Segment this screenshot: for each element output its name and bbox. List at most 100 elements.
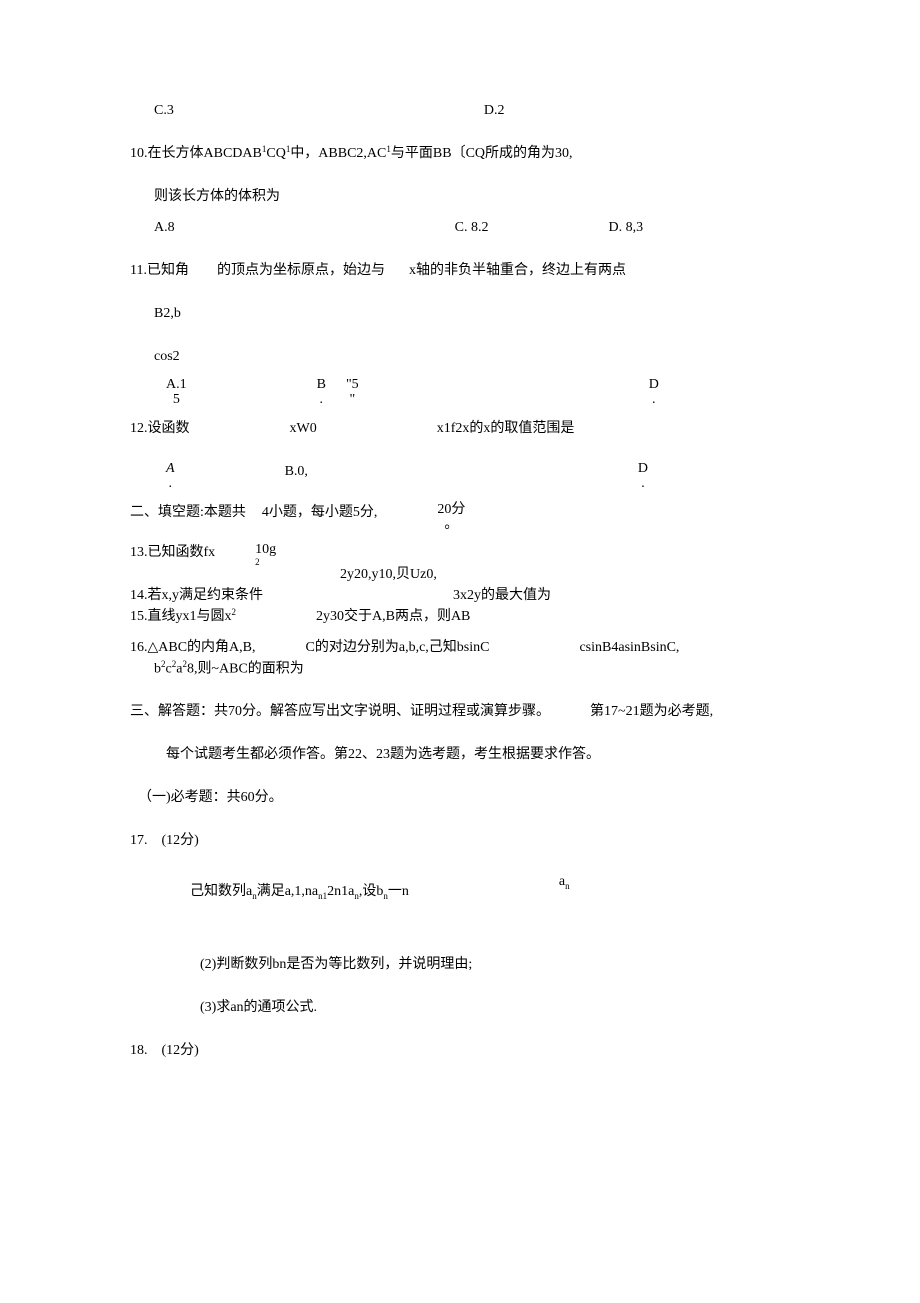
q11-options: A.1 5 B . "5 " D . bbox=[130, 377, 790, 408]
q16-num: 16. bbox=[130, 637, 148, 658]
sec2-c-bot: 。 bbox=[444, 517, 458, 532]
q11-d-dot: . bbox=[652, 392, 656, 407]
q11-num: 11. bbox=[130, 260, 147, 281]
q16-l2d: 8,则~ABC的面积为 bbox=[187, 661, 304, 676]
q16-l2a: b bbox=[154, 661, 161, 676]
q18-header: 18. (12分) bbox=[130, 1040, 790, 1061]
q12-a-dot: . bbox=[169, 476, 173, 491]
q17-body: 己知数列an满足a,1,nan12n1an,设bn一n bbox=[190, 881, 409, 903]
q10-options: A.8 C. 8.2 D. 8,3 bbox=[154, 217, 790, 238]
q12-t1a: 设函数 bbox=[148, 418, 190, 439]
q11-t1b: 的顶点为坐标原点，始边与 bbox=[217, 260, 385, 281]
q17-s2: n1 bbox=[318, 891, 327, 901]
q17-l1e: 一n bbox=[388, 884, 409, 899]
q10-num: 10. bbox=[130, 143, 148, 164]
q16-l1b: C的对边分别为a,b,c,己知bsinC bbox=[306, 637, 490, 658]
q10-line-1: 10. 在长方体ABCDAB1CQ1中，ABBC2,AC1与平面BB〔CQ所成的… bbox=[130, 143, 790, 164]
q9-opt-c: C.3 bbox=[154, 100, 174, 121]
q15-t1a: 直线yx1与圆x bbox=[148, 606, 232, 627]
q17-part-2: (2)判断数列bn是否为等比数列，并说明理由; bbox=[200, 954, 790, 975]
q15-line: 15. 直线yx1与圆x2 2y30交于A,B两点，则AB bbox=[130, 606, 790, 627]
q12-t1c: x1f2x的x的取值范围是 bbox=[437, 418, 575, 439]
q16-l1a: △ABC的内角A,B, bbox=[148, 637, 256, 658]
q12-opt-a: A . bbox=[166, 461, 175, 492]
q12-t1b: xW0 bbox=[290, 418, 317, 439]
q9-opt-d: D.2 bbox=[484, 100, 505, 121]
sec3-l1b: 第17~21题为必考题, bbox=[590, 701, 713, 722]
q12-opt-b: B.0, bbox=[285, 461, 308, 482]
q17-l1b: 满足a,1,na bbox=[257, 884, 318, 899]
q14-t1: 若x,y满足约束条件 bbox=[148, 585, 264, 606]
q13-tail: 2y20,y10,贝Uz0, bbox=[340, 564, 437, 585]
q11-opt-d: D . bbox=[649, 377, 659, 408]
q9-c-label: C. bbox=[154, 103, 167, 118]
q10-text-d: 与平面BB〔CQ所成的角为30, bbox=[391, 143, 573, 164]
q10-opt-a: A.8 bbox=[154, 217, 175, 238]
sec2-c: 20分 。 bbox=[437, 502, 465, 533]
q16-l1c: csinB4asinBsinC, bbox=[579, 637, 679, 658]
q17-header: 17. (12分) bbox=[130, 830, 790, 851]
q12-num: 12. bbox=[130, 418, 148, 439]
section-2-header: 二、填空题:本题共 4小题，每小题5分, 20分 。 bbox=[130, 502, 790, 533]
q12-a: A bbox=[166, 461, 175, 476]
q13-col2: 10g 2 bbox=[255, 542, 276, 567]
section-3-line-3: （一)必考题：共60分。 bbox=[138, 787, 790, 808]
q17-l1c: 2n1a bbox=[327, 884, 354, 899]
q12-d-dot: . bbox=[641, 476, 645, 491]
q11-bv-bot: " bbox=[349, 392, 355, 407]
q11-b-dot: . bbox=[320, 392, 324, 407]
q18-num: 18. bbox=[130, 1040, 148, 1061]
q11-bv-top: "5 bbox=[346, 377, 359, 392]
q13-c2-top: 10g bbox=[255, 542, 276, 557]
q13-num: 13. bbox=[130, 542, 148, 563]
sec2-a: 二、填空题:本题共 bbox=[130, 502, 246, 523]
q12-opt-d: D . bbox=[638, 461, 648, 492]
q10-text-a: 在长方体ABCDAB bbox=[148, 143, 262, 164]
section-3-line-2: 每个试题考生都必须作答。第22、23题为选考题，考生根据要求作答。 bbox=[166, 744, 790, 765]
q12-options: A . B.0, D . bbox=[130, 461, 790, 492]
q9-c-val: 3 bbox=[167, 103, 174, 118]
q10-text-c: 中，ABBC2,AC bbox=[290, 143, 386, 164]
q12-line-1: 12. 设函数 xW0 x1f2x的x的取值范围是 bbox=[130, 418, 790, 439]
q11-opt-bval: "5 " bbox=[346, 377, 359, 408]
q10-line-2: 则该长方体的体积为 bbox=[154, 186, 790, 207]
section-3-line-1: 三、解答题：共70分。解答应写出文字说明、证明过程或演算步骤。 第17~21题为… bbox=[130, 701, 790, 722]
q17-pts: (12分) bbox=[162, 830, 199, 851]
sec3-l1a: 三、解答题：共70分。解答应写出文字说明、证明过程或演算步骤。 bbox=[130, 701, 550, 722]
q11-d: D bbox=[649, 377, 659, 392]
sec2-b: 4小题，每小题5分, bbox=[262, 502, 378, 523]
q15-t2: 2y30交于A,B两点，则AB bbox=[316, 606, 470, 627]
q17-line-1: 己知数列an满足a,1,nan12n1an,设bn一n an bbox=[130, 881, 790, 903]
q11-opt-b: B . bbox=[317, 377, 326, 408]
q11-a-bot: 5 bbox=[173, 392, 180, 407]
q17-part-3: (3)求an的通项公式. bbox=[200, 997, 790, 1018]
q16-line-2: b2c2a28,则~ABC的面积为 bbox=[154, 658, 790, 680]
q10-text-b: CQ bbox=[266, 143, 285, 164]
q11-t1c: x轴的非负半轴重合，终边上有两点 bbox=[409, 260, 626, 281]
q13-t1a: 已知函数fx bbox=[148, 542, 216, 563]
q14-num: 14. bbox=[130, 585, 148, 606]
q10-opt-d: D. 8,3 bbox=[608, 217, 643, 238]
q17-frac: an bbox=[559, 871, 570, 893]
q11-opt-a: A.1 5 bbox=[166, 377, 187, 408]
q11-line-3: cos2 bbox=[154, 346, 790, 367]
q13-tail-row: 2y20,y10,贝Uz0, bbox=[130, 564, 790, 585]
q15-sup: 2 bbox=[232, 606, 237, 620]
q17-num: 17. bbox=[130, 830, 148, 851]
q9-d-label: D. bbox=[484, 103, 498, 118]
q11-a-top: A.1 bbox=[166, 377, 187, 392]
q9-d-val: 2 bbox=[497, 103, 504, 118]
q11-t1a: 已知角 bbox=[147, 260, 189, 281]
q15-num: 15. bbox=[130, 606, 148, 627]
q11-line-2: B2,b bbox=[154, 303, 790, 324]
q14-line: 14. 若x,y满足约束条件 3x2y的最大值为 bbox=[130, 585, 790, 606]
q13-c2-bot: 2 bbox=[255, 558, 260, 568]
q11-line-1: 11. 已知角 的顶点为坐标原点，始边与 x轴的非负半轴重合，终边上有两点 bbox=[130, 260, 790, 281]
q17-l1d: ,设b bbox=[359, 884, 384, 899]
q17-l1a: 己知数列a bbox=[190, 884, 252, 899]
sec2-c-top: 20分 bbox=[437, 502, 465, 517]
q18-pts: (12分) bbox=[162, 1040, 199, 1061]
q11-b: B bbox=[317, 377, 326, 392]
q14-t2: 3x2y的最大值为 bbox=[453, 585, 551, 606]
q16-line-1: 16. △ABC的内角A,B, C的对边分别为a,b,c,己知bsinC csi… bbox=[130, 637, 790, 658]
